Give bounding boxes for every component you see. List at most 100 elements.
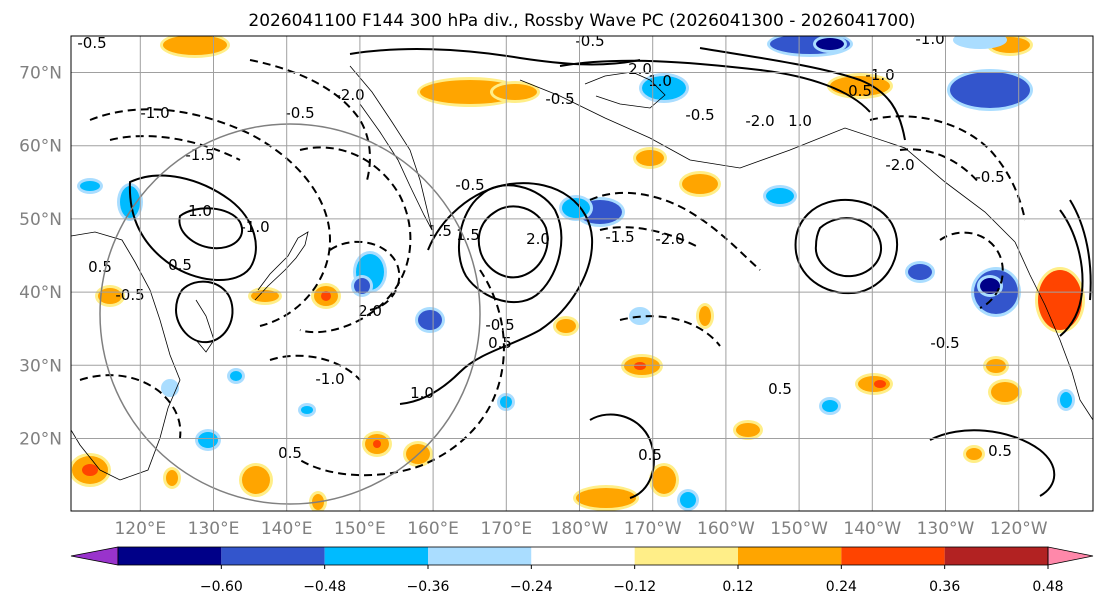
divergence-blob (562, 198, 590, 218)
divergence-blob (830, 76, 890, 96)
longitude-label: 170°E (480, 519, 532, 539)
contour-value-label: 0.5 (88, 258, 112, 276)
colorbar-segment (428, 547, 532, 565)
contour-value-label: -0.5 (285, 104, 314, 122)
divergence-core (634, 362, 646, 370)
latitude-label: 70°N (19, 64, 62, 84)
contour-value-label: 0.5 (168, 256, 192, 274)
colorbar-tick-label: 0.24 (826, 579, 857, 595)
contour-value-label: 0.5 (768, 380, 792, 398)
contour-solid (399, 182, 594, 405)
contour-value-label: -0.5 (455, 176, 484, 194)
colorbar-segment (841, 547, 945, 565)
longitude-label: 130°E (188, 519, 240, 539)
latitude-label: 50°N (19, 210, 62, 230)
contour-value-label: 1.0 (188, 202, 212, 220)
longitude-label: 170°W (624, 519, 682, 539)
divergence-blob (1060, 392, 1072, 408)
colorbar-segment (634, 547, 738, 565)
contour-value-label: 0.5 (638, 446, 662, 464)
divergence-blob (956, 36, 1004, 46)
contour-dashed (869, 115, 1026, 221)
colorbar-tick-label: −0.12 (613, 579, 656, 595)
contour-value-label: -0.5 (115, 286, 144, 304)
divergence-core (82, 464, 98, 476)
colorbar-tick-label: −0.36 (407, 579, 450, 595)
longitude-label: 140°W (843, 519, 901, 539)
longitude-label: 160°W (697, 519, 755, 539)
contour-value-label: -0.5 (77, 34, 106, 52)
contour-value-label: 2.0 (526, 230, 550, 248)
divergence-blob (251, 290, 279, 302)
colorbar-segment (118, 547, 222, 565)
contour-value-label: -0.5 (975, 168, 1004, 186)
latitude-label: 40°N (19, 283, 62, 303)
map-background (71, 36, 1093, 511)
contour-value-label: 1.0 (410, 384, 434, 402)
coastline-arctic (584, 71, 666, 109)
colorbar-tick-label: 0.48 (1032, 579, 1063, 595)
colorbar-segment (324, 547, 428, 565)
contour-solid (174, 280, 234, 344)
coastline-north-america (1014, 241, 1093, 421)
colorbar-segment (944, 547, 1048, 565)
divergence-blob (680, 492, 696, 508)
contour-solid (477, 205, 549, 279)
divergence-blob (822, 400, 838, 412)
highlight-circle (99, 123, 481, 505)
divergence-blob (699, 306, 711, 326)
latitude-label: 20°N (19, 430, 62, 450)
contour-solid (128, 174, 257, 281)
contour-value-label: -2.0 (745, 112, 774, 130)
contour-dashed (599, 226, 701, 249)
longitude-label: 120°E (114, 519, 166, 539)
longitude-label: 160°E (407, 519, 459, 539)
contour-solid (589, 413, 655, 499)
contour-dashed (939, 231, 1004, 309)
contour-value-label: -1.0 (140, 104, 169, 122)
divergence-blob (166, 470, 178, 486)
divergence-blob (652, 466, 676, 494)
colorbar-frame (117, 546, 1049, 566)
colorbar-tick-label: −0.60 (200, 579, 243, 595)
longitude-label: 120°W (990, 519, 1048, 539)
contour-value-label: 0.5 (848, 82, 872, 100)
divergence-blob (230, 371, 242, 381)
contour-solid (1069, 199, 1092, 301)
contour-value-label: -0.5 (485, 316, 514, 334)
contour-dashed (329, 240, 401, 311)
contour-dashed (299, 146, 412, 334)
divergence-blob (950, 72, 1030, 108)
colorbar-segment (738, 547, 842, 565)
colorbar-segment (221, 547, 325, 565)
colorbar-tick-label: −0.48 (303, 579, 346, 595)
latitude-labels: 70°N 60°N 50°N 40°N 30°N 20°N (19, 64, 62, 450)
divergence-core (1046, 284, 1066, 316)
contour-solid (178, 207, 243, 250)
divergence-blob (576, 488, 636, 508)
divergence-blob (80, 181, 100, 191)
gridlines (71, 36, 1093, 511)
coastline-asia (71, 231, 181, 481)
coastline-japan (254, 231, 309, 301)
contour-dashed (89, 108, 332, 327)
contour-solid (559, 59, 871, 113)
longitude-label: 130°W (917, 519, 975, 539)
latitude-label: 60°N (19, 137, 62, 157)
colorbar-segment (531, 547, 635, 565)
coastlines (71, 65, 1093, 481)
contour-value-label: -0.5 (575, 32, 604, 50)
contour-value-label: 1.5 (428, 222, 452, 240)
contour-dashed (109, 135, 241, 161)
contour-dashed (589, 191, 761, 271)
figure-title: 2026041100 F144 300 hPa div., Rossby Wav… (248, 11, 915, 31)
contour-value-label: 1.0 (648, 72, 672, 90)
contour-value-label: -1.5 (185, 146, 214, 164)
coastline-alaska (519, 79, 1016, 243)
colorbar-tick-label: 0.36 (929, 579, 960, 595)
contour-value-label: -1.0 (915, 30, 944, 48)
divergence-blob (682, 174, 718, 194)
contour-dashed (619, 315, 721, 347)
contour-value-label: 2.0 (358, 302, 382, 320)
